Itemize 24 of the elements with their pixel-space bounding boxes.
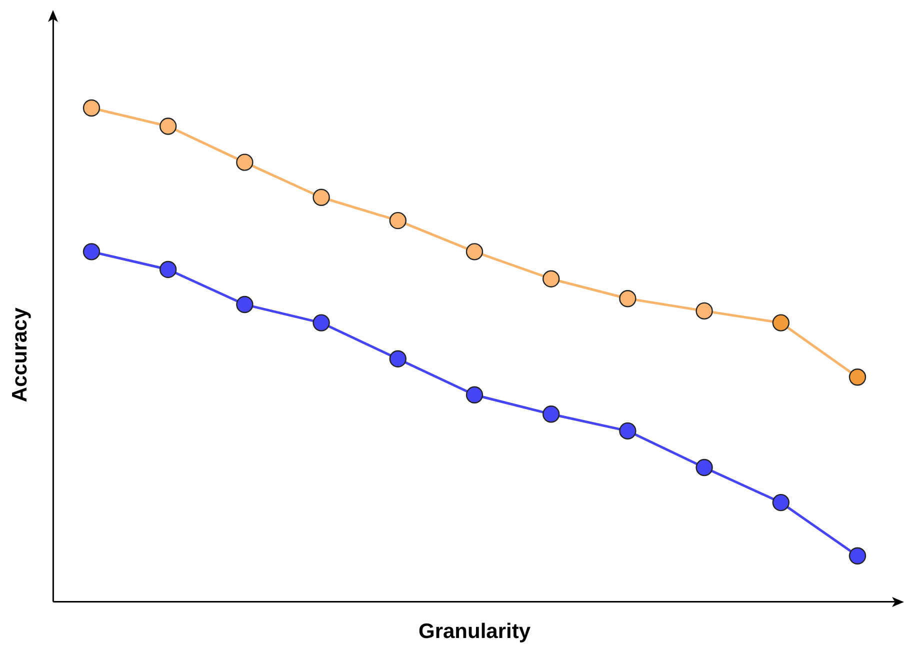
point: [542, 270, 560, 288]
point: [160, 260, 177, 278]
point: [236, 154, 254, 171]
point: [389, 350, 406, 368]
point: [696, 458, 713, 476]
point: [848, 368, 866, 386]
point: [82, 99, 100, 117]
point: [466, 386, 484, 404]
point: [312, 314, 330, 332]
point: [236, 296, 254, 314]
point: [696, 302, 713, 320]
point: [848, 547, 866, 564]
point: [772, 314, 790, 332]
point: [466, 243, 484, 260]
point: [389, 212, 406, 230]
x-axis-title: Granularity: [418, 620, 531, 644]
point: [82, 243, 100, 260]
point: [160, 118, 177, 135]
point: [772, 494, 790, 512]
y-axis-title: Accuracy: [8, 307, 32, 402]
point: [542, 406, 560, 423]
point: [619, 290, 636, 308]
point: [619, 422, 636, 440]
point: [312, 188, 330, 206]
